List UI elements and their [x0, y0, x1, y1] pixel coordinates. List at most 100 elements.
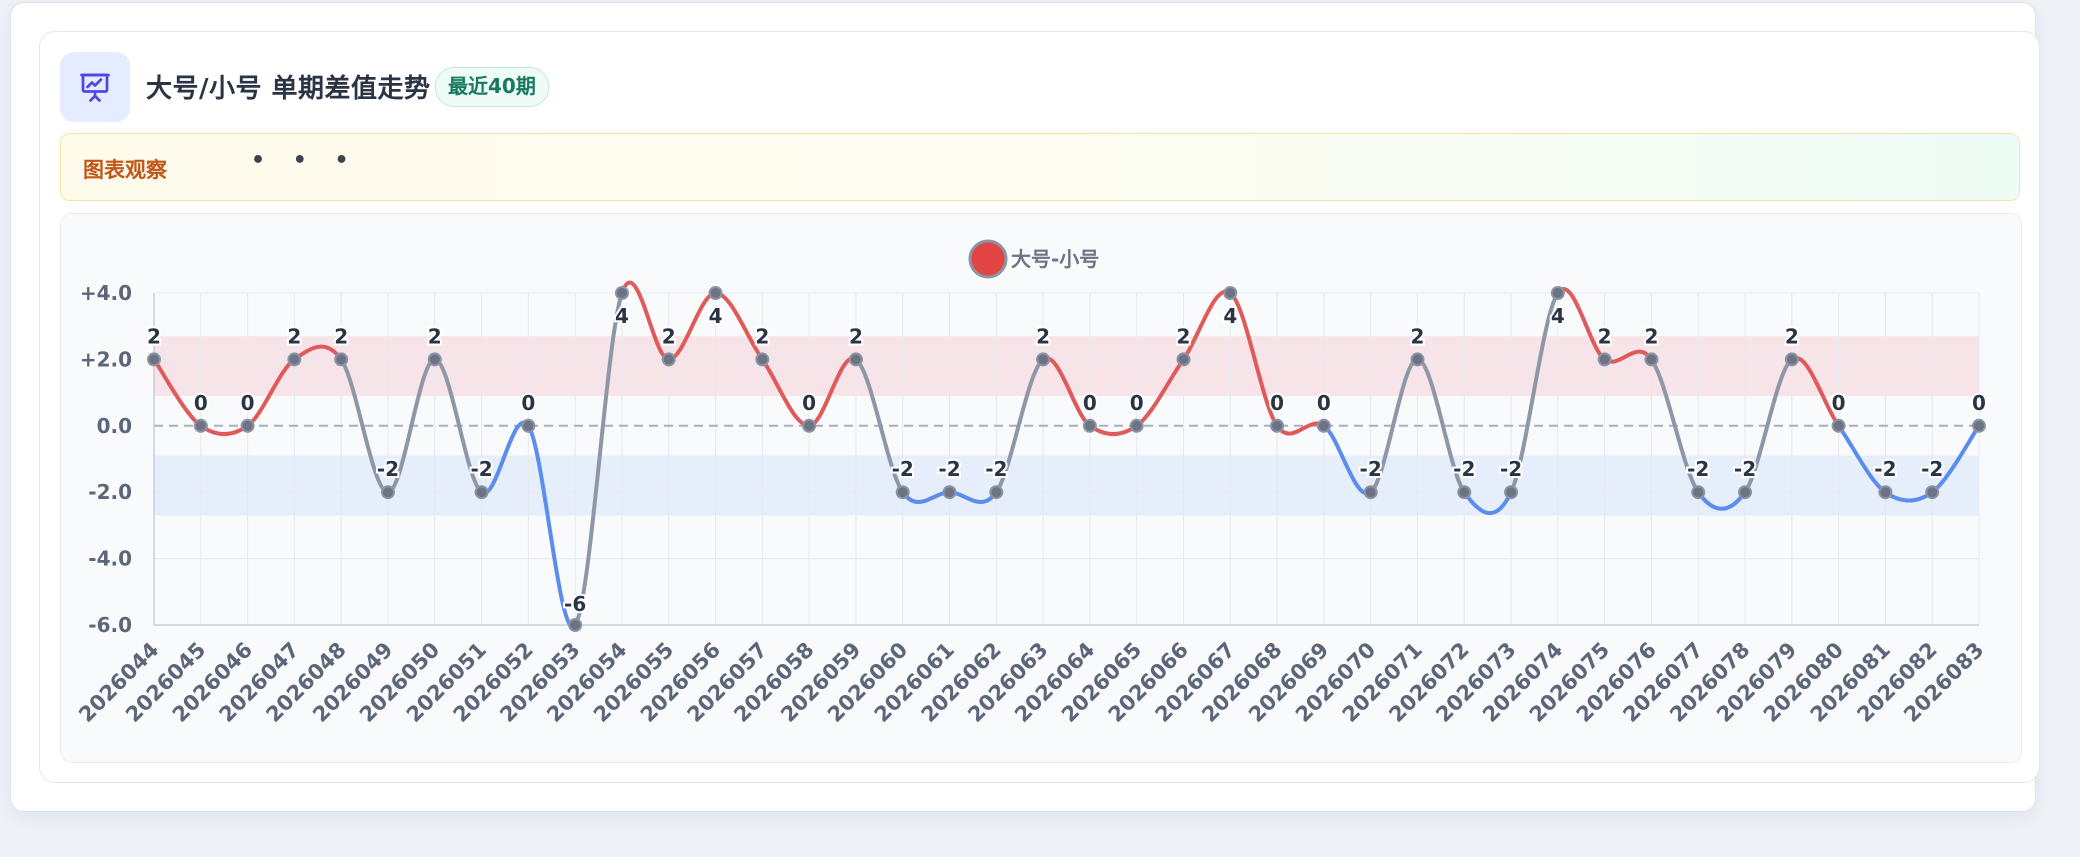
data-point: [1644, 352, 1659, 367]
y-tick-label: -4.0: [88, 547, 132, 571]
series-line-segment: [1743, 357, 1794, 495]
data-label: 2: [1177, 324, 1191, 348]
series-line-segment: [1087, 423, 1139, 437]
y-tick-label: -6.0: [88, 613, 132, 637]
data-point: [1784, 352, 1799, 367]
data-point: [1925, 485, 1940, 500]
data-label: 0: [1972, 391, 1986, 415]
series-line-segment: [432, 357, 484, 495]
data-label: -2: [985, 457, 1007, 481]
data-point: [1316, 418, 1331, 433]
series-line-segment: [1368, 357, 1420, 495]
data-point: [661, 352, 676, 367]
data-label: 2: [755, 324, 769, 348]
series-line-segment: [573, 291, 624, 627]
data-label: 2: [1785, 324, 1799, 348]
data-point: [848, 352, 863, 367]
series-line-segment: [619, 280, 671, 362]
y-tick-label: +2.0: [80, 347, 132, 371]
series-line-segment: [1649, 357, 1701, 495]
data-label: 2: [1644, 324, 1658, 348]
legend-swatch: [968, 239, 1008, 279]
data-label: 0: [194, 391, 208, 415]
data-point: [334, 352, 349, 367]
data-point: [1972, 418, 1986, 433]
y-tick-label: 0.0: [97, 414, 132, 438]
data-label: 0: [521, 391, 535, 415]
data-label: -2: [892, 457, 914, 481]
series-line-segment: [339, 357, 390, 495]
data-point: [755, 352, 770, 367]
data-point: [802, 418, 817, 433]
data-label: 0: [1130, 391, 1144, 415]
data-point: [1597, 352, 1612, 367]
data-label: -2: [1874, 457, 1896, 481]
data-label: 4: [1223, 304, 1237, 328]
data-label: -2: [1453, 457, 1475, 481]
series-line-segment: [853, 357, 905, 495]
data-label: 0: [1832, 391, 1846, 415]
data-label: 0: [1083, 391, 1097, 415]
data-point: [1270, 418, 1285, 433]
data-label: 4: [1551, 304, 1565, 328]
data-label: 2: [1598, 324, 1612, 348]
data-point: [942, 485, 957, 500]
period-badge[interactable]: 最近40期: [435, 67, 549, 107]
data-label: 0: [802, 391, 816, 415]
data-label: -2: [938, 457, 960, 481]
data-label: -2: [1360, 457, 1382, 481]
data-label: -2: [1687, 457, 1709, 481]
series-line-segment: [1415, 357, 1467, 495]
data-label: 2: [1036, 324, 1050, 348]
data-point: [287, 352, 302, 367]
data-point: [1036, 352, 1051, 367]
data-point: [1363, 485, 1378, 500]
data-label: 0: [1270, 391, 1284, 415]
data-point: [380, 485, 395, 500]
data-label: 0: [1317, 391, 1331, 415]
series-line-segment: [1228, 291, 1280, 428]
series-line-segment: [1462, 490, 1514, 515]
data-point: [521, 418, 536, 433]
data-point: [1129, 418, 1144, 433]
series-line-segment: [198, 423, 250, 437]
data-label: 2: [287, 324, 301, 348]
data-point: [1738, 485, 1753, 500]
data-point: [568, 618, 583, 632]
data-point: [1878, 485, 1893, 500]
series-line-segment: [385, 357, 437, 495]
data-point: [895, 485, 910, 500]
negative-band: [154, 455, 1979, 516]
data-point: [1223, 286, 1238, 300]
data-label: -2: [377, 457, 399, 481]
y-tick-label: -2.0: [88, 480, 132, 504]
observation-bar[interactable]: 图表观察 • • •: [60, 133, 2020, 201]
data-label: -2: [1500, 457, 1522, 481]
data-point: [147, 352, 161, 367]
data-point: [1082, 418, 1097, 433]
data-point: [708, 286, 723, 300]
y-tick-label: +4.0: [80, 281, 132, 305]
data-label: 4: [615, 304, 629, 328]
observation-label: 图表观察: [83, 158, 167, 182]
data-point: [193, 418, 208, 433]
data-label: 2: [147, 324, 161, 348]
data-label: 2: [662, 324, 676, 348]
data-point: [1176, 352, 1191, 367]
data-label: -6: [564, 592, 586, 616]
data-point: [1410, 352, 1425, 367]
data-point: [474, 485, 489, 500]
legend-label: 大号-小号: [1011, 247, 1099, 271]
series-line-segment: [1509, 291, 1560, 495]
data-label: -2: [1921, 457, 1943, 481]
data-label: 2: [428, 324, 442, 348]
data-point: [1831, 418, 1846, 433]
data-label: 2: [1411, 324, 1425, 348]
presentation-chart-icon: [60, 52, 130, 122]
data-point: [1457, 485, 1472, 500]
observation-more-dots[interactable]: • • •: [251, 148, 359, 173]
data-label: 0: [241, 391, 255, 415]
data-label: 4: [709, 304, 723, 328]
data-point: [427, 352, 442, 367]
